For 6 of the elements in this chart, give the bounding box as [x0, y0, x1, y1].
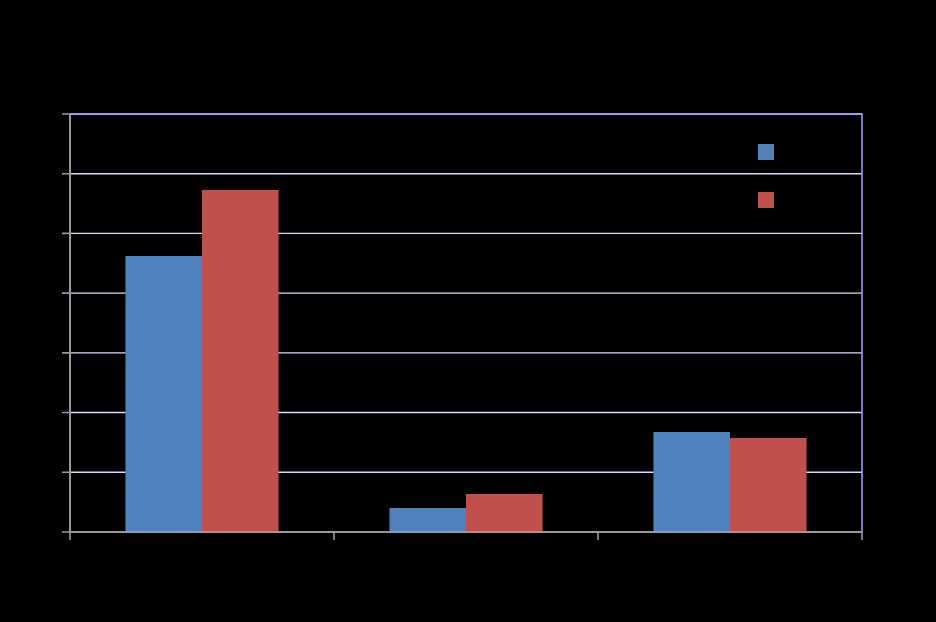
bar [466, 494, 543, 532]
bar [202, 189, 279, 532]
bar [730, 437, 807, 532]
bar [389, 508, 466, 532]
bar [653, 432, 730, 532]
bar [125, 255, 202, 532]
